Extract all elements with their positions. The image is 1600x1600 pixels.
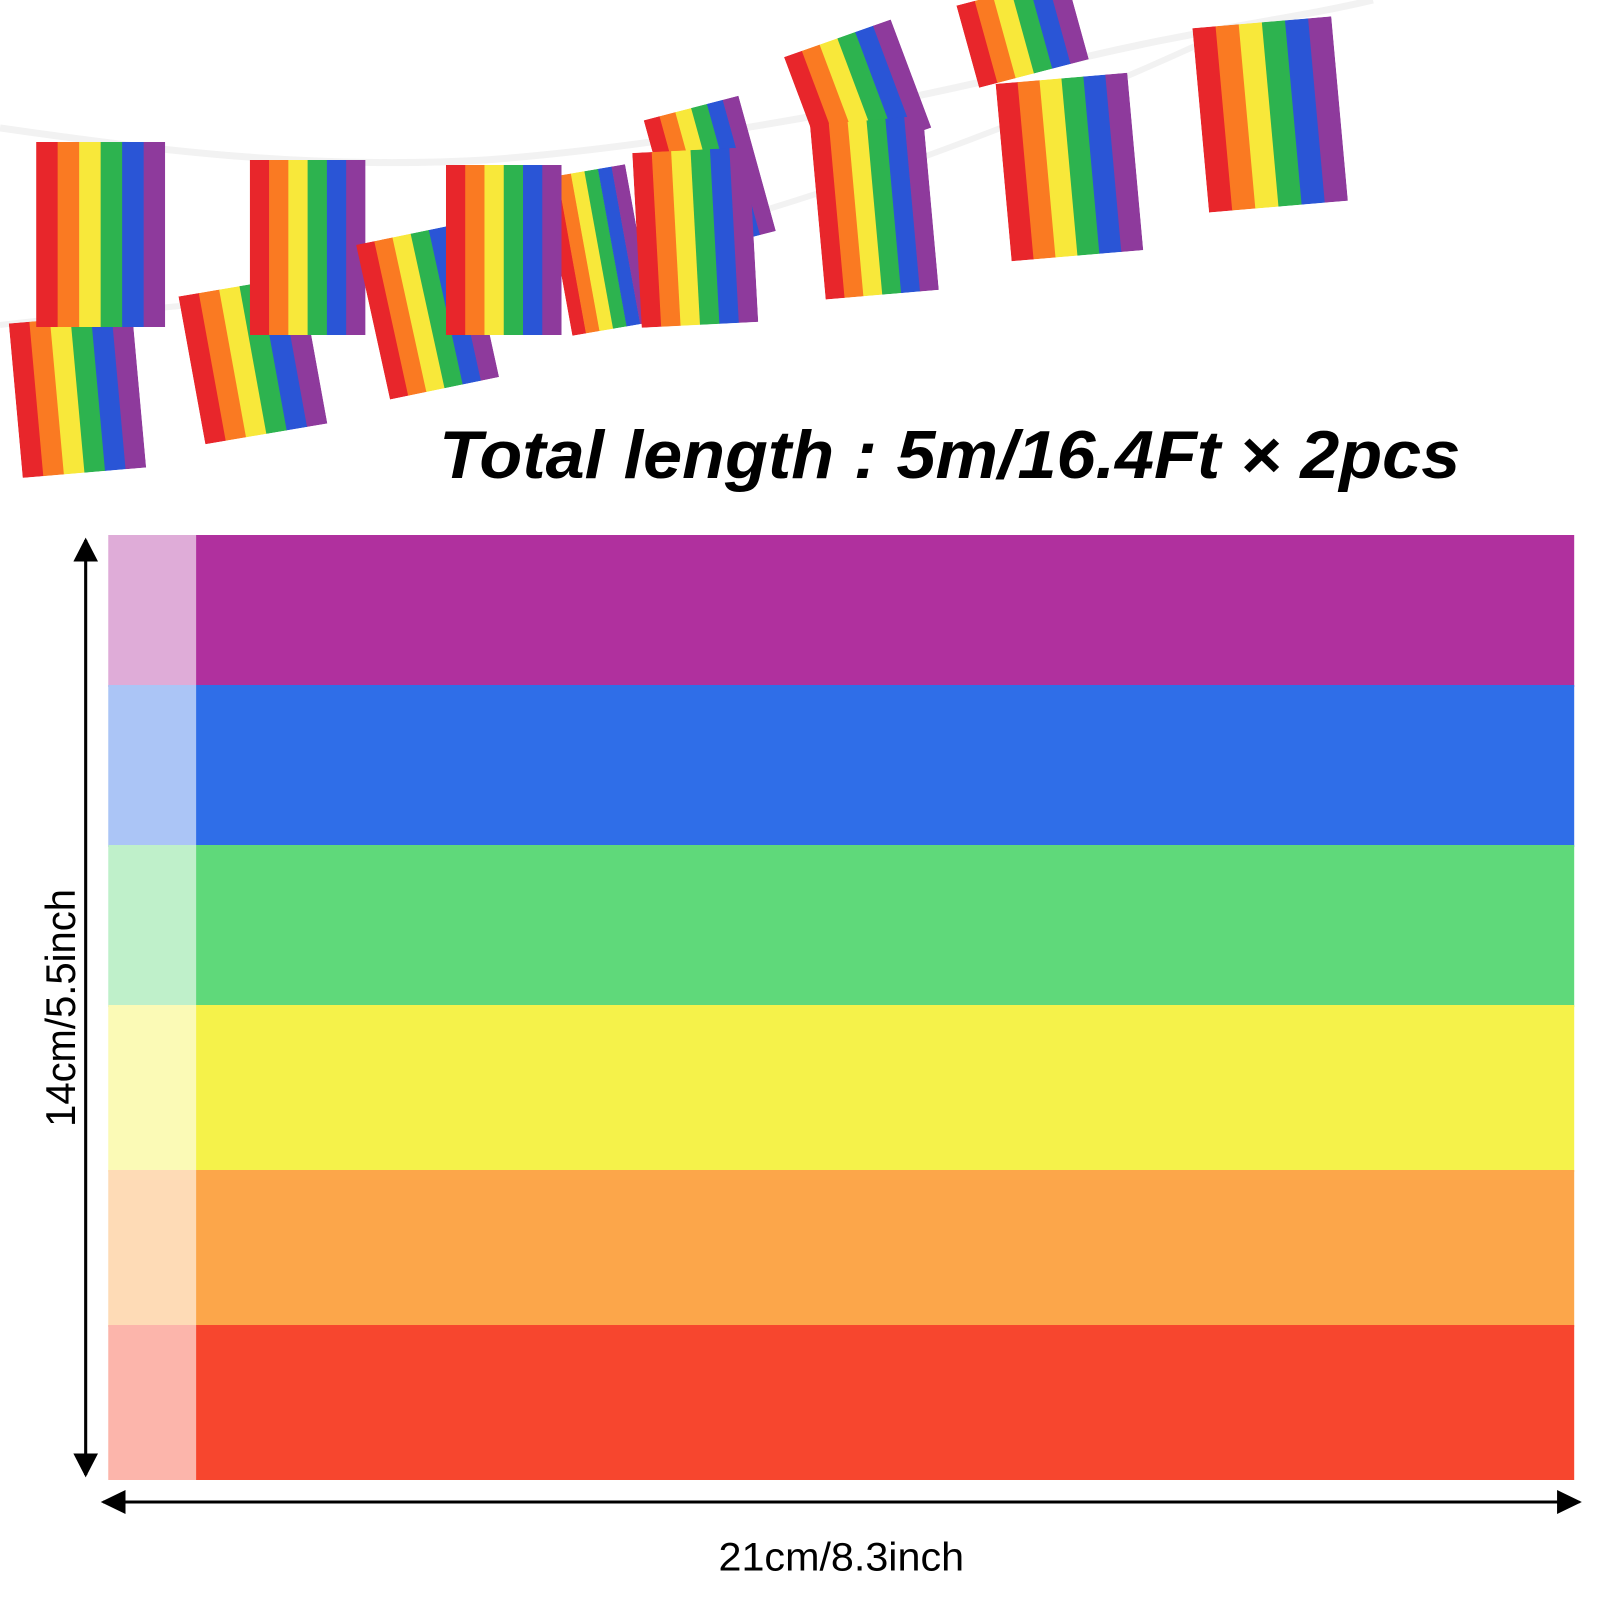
bunting: [0, 0, 1374, 478]
flag-closeup: [108, 535, 1575, 1480]
height-label: 14cm/5.5inch: [37, 889, 84, 1127]
width-label: 21cm/8.3inch: [719, 1534, 965, 1579]
title: Total length : 5m/16.4Ft × 2pcs: [439, 416, 1460, 493]
